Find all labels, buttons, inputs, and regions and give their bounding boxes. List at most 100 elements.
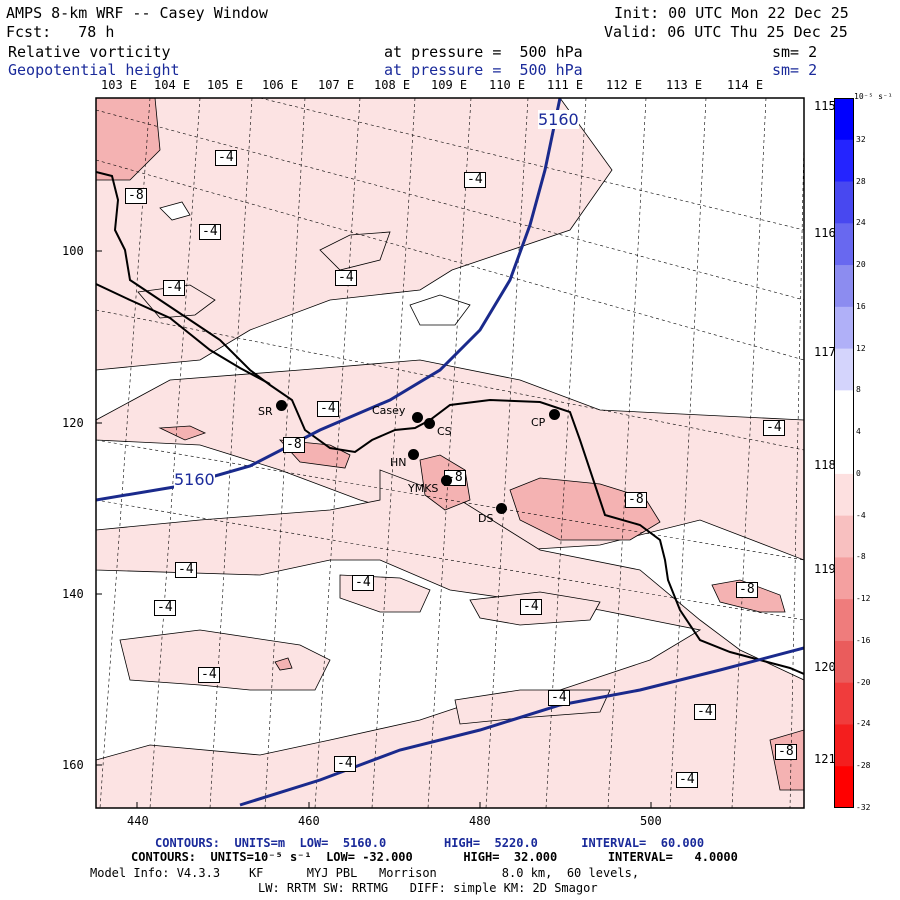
colorbar-level-label: 12 bbox=[856, 343, 866, 353]
lon-label: 104 E bbox=[154, 78, 191, 92]
vorticity-label: -4 bbox=[548, 690, 570, 706]
lon-label: 112 E bbox=[606, 78, 643, 92]
colorbar-level-label: 0 bbox=[856, 468, 861, 478]
lon-label: 109 E bbox=[431, 78, 468, 92]
x-tick-label: 500 bbox=[640, 814, 662, 828]
station-ymks-marker[interactable] bbox=[441, 475, 452, 486]
vorticity-label: -8 bbox=[125, 188, 147, 204]
colorbar-segment bbox=[834, 306, 854, 350]
vorticity-label: -4 bbox=[198, 667, 220, 683]
forecast-hour: Fcst: 78 h bbox=[6, 23, 115, 41]
field2-name: Geopotential height bbox=[8, 61, 180, 79]
station-casey-label: Casey bbox=[372, 404, 406, 417]
vorticity-label: -8 bbox=[775, 744, 797, 760]
lon-label: 110 E bbox=[489, 78, 526, 92]
colorbar-level-label: 4 bbox=[856, 427, 861, 437]
station-cp-marker[interactable] bbox=[549, 409, 560, 420]
y-tick-label: 160 bbox=[62, 758, 84, 772]
station-hn-marker[interactable] bbox=[408, 449, 419, 460]
vorticity-label: -4 bbox=[694, 704, 716, 720]
colorbar-level-label: 28 bbox=[856, 176, 866, 186]
colorbar-segment bbox=[834, 348, 854, 391]
colorbar-segment bbox=[834, 223, 854, 266]
station-sr-label: SR bbox=[258, 405, 273, 418]
latlon-grid bbox=[96, 98, 804, 808]
lon-label: 105 E bbox=[207, 78, 244, 92]
lon-label: 111 E bbox=[547, 78, 584, 92]
colorbar-segment bbox=[834, 766, 854, 808]
vorticity-label: -4 bbox=[335, 270, 357, 286]
colorbar-segment bbox=[834, 557, 854, 600]
colorbar-level-label: 16 bbox=[856, 301, 866, 311]
colorbar-segment bbox=[834, 473, 854, 517]
vorticity-label: -4 bbox=[520, 599, 542, 615]
colorbar-level-label: -8 bbox=[856, 552, 866, 562]
colorbar-segment bbox=[834, 640, 854, 684]
lon-label: 106 E bbox=[262, 78, 299, 92]
vorticity-label: -4 bbox=[464, 172, 486, 188]
vorticity-label: -4 bbox=[352, 575, 374, 591]
footer-physics: LW: RRTM SW: RRTMG DIFF: simple KM: 2D S… bbox=[258, 881, 598, 895]
colorbar-level-label: 24 bbox=[856, 218, 866, 228]
station-casey-marker[interactable] bbox=[412, 412, 423, 423]
colorbar-segment bbox=[834, 515, 854, 558]
colorbar-segment bbox=[834, 390, 854, 433]
lon-label: 108 E bbox=[374, 78, 411, 92]
station-sr-marker[interactable] bbox=[276, 400, 287, 411]
colorbar-segment bbox=[834, 724, 854, 767]
footer-height-contours: CONTOURS: UNITS=m LOW= 5160.0 HIGH= 5220… bbox=[155, 836, 705, 850]
geopotential-contours bbox=[96, 98, 804, 807]
vorticity-label: -4 bbox=[215, 150, 237, 166]
colorbar-segment bbox=[834, 599, 854, 642]
vorticity-label: -4 bbox=[199, 224, 221, 240]
x-tick-label: 480 bbox=[469, 814, 491, 828]
lon-label: 113 E bbox=[666, 78, 703, 92]
station-hn-label: HN bbox=[390, 456, 407, 469]
vorticity-label: -4 bbox=[317, 401, 339, 417]
colorbar-level-label: -12 bbox=[856, 594, 871, 604]
vorticity-label: -8 bbox=[283, 437, 305, 453]
colorbar-level-label: -4 bbox=[856, 510, 866, 520]
field1-level: at pressure = 500 hPa bbox=[384, 43, 583, 61]
colorbar-segment bbox=[834, 139, 854, 183]
colorbar-segment bbox=[834, 181, 854, 224]
field2-level: at pressure = 500 hPa bbox=[384, 61, 583, 79]
station-cp-label: CP bbox=[531, 416, 546, 429]
vorticity-label: -4 bbox=[676, 772, 698, 788]
station-ds-label: DS bbox=[478, 512, 494, 525]
colorbar-segment bbox=[834, 682, 854, 725]
colorbar-segment bbox=[834, 432, 854, 475]
vorticity-label: -4 bbox=[154, 600, 176, 616]
colorbar-level-label: -20 bbox=[856, 677, 871, 687]
field2-smoothing: sm= 2 bbox=[772, 61, 818, 79]
lon-label: 114 E bbox=[727, 78, 764, 92]
station-ymks-label: YMKS bbox=[408, 482, 439, 495]
colorbar-level-label: 8 bbox=[856, 385, 861, 395]
colorbar-level-label: -24 bbox=[856, 719, 871, 729]
colorbar-level-label: 32 bbox=[856, 134, 866, 144]
geopotential-label: 5160 bbox=[538, 110, 579, 129]
field1-name: Relative vorticity bbox=[8, 43, 171, 61]
colorbar-segment bbox=[834, 98, 854, 141]
lon-label: 103 E bbox=[101, 78, 138, 92]
vorticity-label: -8 bbox=[736, 582, 758, 598]
colorbar-level-label: 20 bbox=[856, 260, 866, 270]
colorbar-unit: 10⁻⁵ s⁻¹ bbox=[854, 92, 893, 101]
geopotential-label: 5160 bbox=[174, 470, 215, 489]
colorbar-level-label: -16 bbox=[856, 635, 871, 645]
vorticity-shading-medium bbox=[96, 98, 804, 791]
init-time: Init: 00 UTC Mon 22 Dec 25 bbox=[614, 4, 849, 22]
x-tick-label: 460 bbox=[298, 814, 320, 828]
station-ds-marker[interactable] bbox=[496, 503, 507, 514]
lon-label: 107 E bbox=[318, 78, 355, 92]
station-cs-label: CS bbox=[437, 425, 452, 438]
vorticity-label: -4 bbox=[163, 280, 185, 296]
vorticity-label: -4 bbox=[175, 562, 197, 578]
colorbar-segment bbox=[834, 265, 854, 308]
colorbar-level-label: -28 bbox=[856, 761, 871, 771]
y-tick-label: 100 bbox=[62, 244, 84, 258]
y-tick-label: 140 bbox=[62, 587, 84, 601]
vorticity-label: -4 bbox=[334, 756, 356, 772]
station-cs-marker[interactable] bbox=[424, 418, 435, 429]
y-tick-label: 120 bbox=[62, 416, 84, 430]
